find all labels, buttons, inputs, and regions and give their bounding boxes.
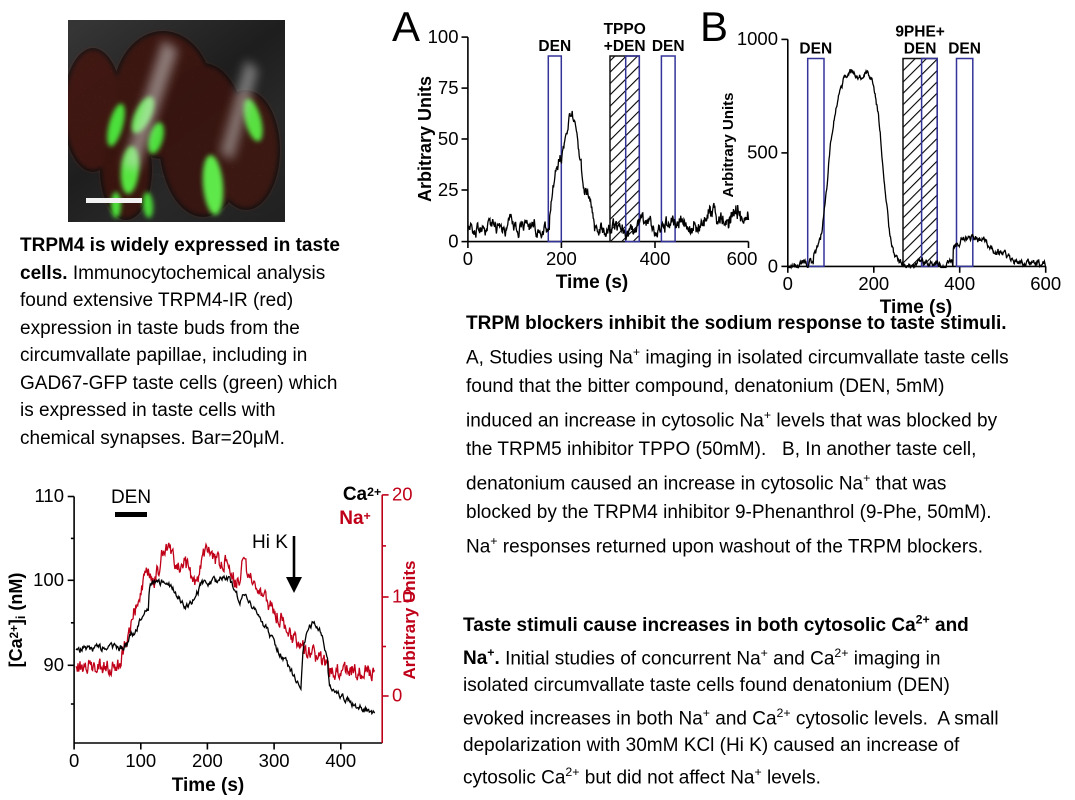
svg-text:100: 100 <box>125 750 156 771</box>
svg-text:Time (s): Time (s) <box>172 775 245 796</box>
svg-text:Ca2+: Ca2+ <box>343 484 381 505</box>
svg-text:[Ca2+]i (nM): [Ca2+]i (nM) <box>6 573 28 668</box>
svg-text:Arbitrary Units: Arbitrary Units <box>400 560 419 679</box>
svg-text:110: 110 <box>35 485 65 506</box>
svg-text:0: 0 <box>392 685 402 706</box>
svg-text:100: 100 <box>33 569 64 590</box>
svg-text:DEN: DEN <box>111 487 151 508</box>
svg-text:20: 20 <box>392 484 413 505</box>
svg-text:Na+: Na+ <box>339 508 371 529</box>
svg-text:300: 300 <box>259 750 290 771</box>
svg-text:Hi K: Hi K <box>252 532 288 553</box>
svg-text:400: 400 <box>325 750 356 771</box>
svg-text:200: 200 <box>192 750 223 771</box>
svg-text:90: 90 <box>43 654 64 675</box>
svg-text:0: 0 <box>69 750 79 771</box>
